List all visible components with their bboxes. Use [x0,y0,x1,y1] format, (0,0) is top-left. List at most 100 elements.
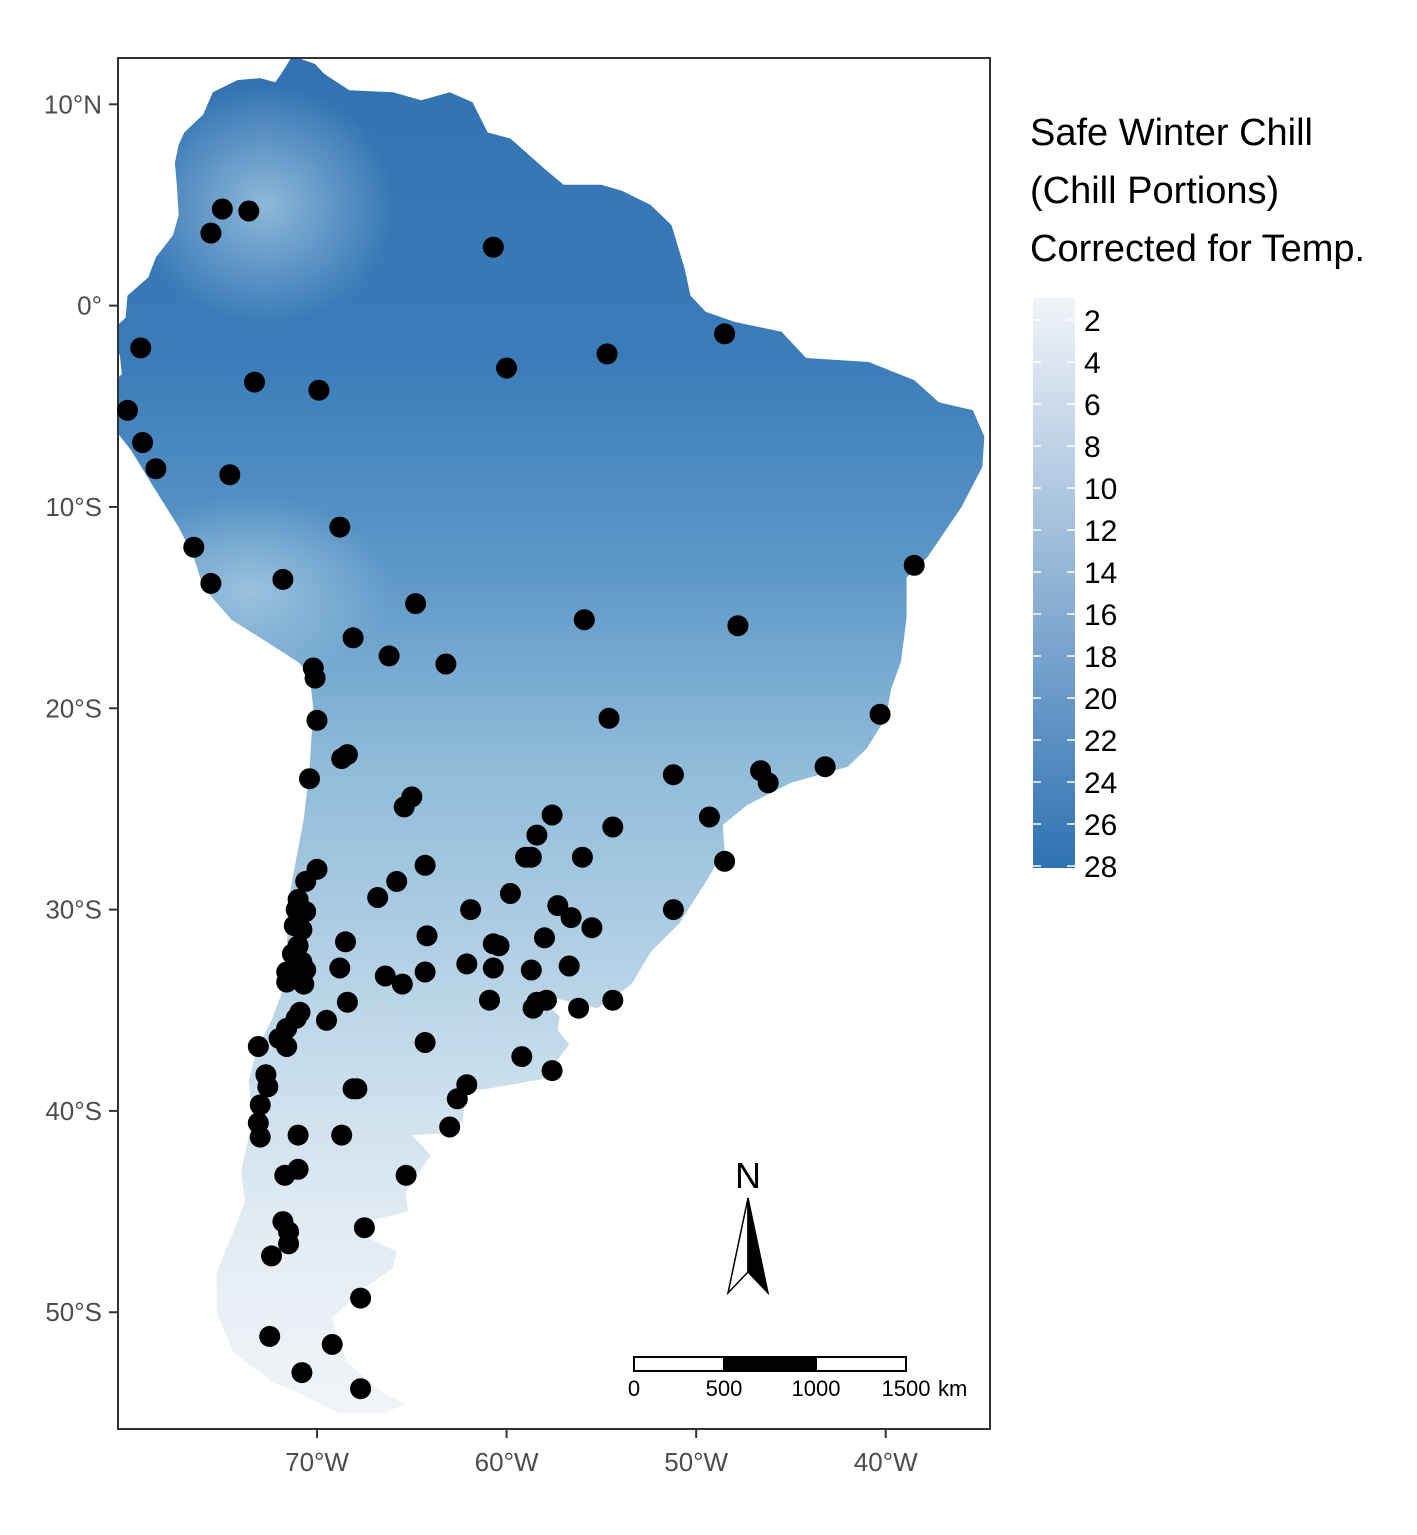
legend-tick-label-14: 14 [1084,557,1117,590]
site-point-16 [183,536,205,558]
scale-unit: km [938,1376,967,1401]
site-point-75 [558,955,580,977]
site-point-108 [249,1094,271,1116]
site-point-120 [278,1233,300,1255]
site-point-115 [274,1164,296,1186]
site-point-101 [541,1060,563,1082]
site-point-73 [482,957,504,979]
site-point-18 [272,568,294,590]
site-point-61 [581,917,603,939]
site-point-83 [293,973,315,995]
site-point-64 [416,925,438,947]
site-point-116 [395,1164,417,1186]
scale-label-500: 500 [706,1376,743,1401]
site-point-122 [350,1287,372,1309]
y-tick-label-3: 20°S [45,693,102,723]
site-point-100 [511,1046,533,1068]
scale-bar-seg-1 [633,1356,725,1372]
site-point-40 [541,804,563,826]
site-point-50 [295,870,317,892]
site-point-47 [714,850,736,872]
site-point-25 [435,653,457,675]
legend-gradient-bar [1033,298,1075,868]
legend-tick-label-18: 18 [1084,641,1117,674]
north-arrow-left-half [726,1197,749,1296]
site-point-80 [374,965,396,987]
site-point-9 [244,371,265,393]
site-point-107 [446,1088,468,1110]
legend-title-line-2: (Chill Portions) [1030,170,1280,212]
site-point-13 [145,458,167,480]
site-point-97 [276,1036,298,1057]
site-point-1 [211,198,233,220]
y-tick-label-2: 10°S [45,492,102,522]
north-arrow-label: N [735,1155,761,1196]
site-point-56 [547,895,569,917]
panel-border [117,57,991,1430]
legend-title-line-3: Corrected for Temp. [1030,228,1366,270]
site-point-121 [261,1245,282,1267]
site-point-112 [287,1124,309,1146]
site-point-6 [596,343,618,365]
site-point-27 [304,667,326,689]
site-point-46 [571,846,593,868]
y-tick-label-4: 30°S [45,895,102,925]
south-america-landmass [118,58,985,1413]
site-point-105 [346,1078,368,1100]
site-point-65 [534,927,555,949]
colombia-low-chill-area [135,85,395,325]
site-point-15 [329,516,351,538]
site-point-39 [393,796,415,818]
site-point-126 [350,1378,372,1400]
north-arrow: N [726,1155,770,1296]
site-point-74 [520,959,542,981]
site-point-89 [522,997,544,1019]
site-point-22 [727,615,749,637]
site-point-8 [496,357,518,379]
site-point-3 [200,222,222,244]
legend-tick-label-8: 8 [1084,431,1101,464]
legend-tick-label-20: 20 [1084,683,1117,716]
site-point-124 [321,1333,343,1355]
site-point-90 [568,997,590,1019]
site-point-2 [238,200,260,222]
legend-tick-label-16: 16 [1084,599,1117,632]
site-point-111 [249,1126,271,1148]
north-arrow-right-half [747,1197,770,1296]
site-point-59 [285,899,307,921]
site-point-7 [130,337,152,359]
site-point-10 [308,379,330,401]
site-point-57 [662,899,684,921]
legend-tick-label-22: 22 [1084,725,1117,758]
site-point-21 [573,609,595,631]
site-point-109 [439,1116,461,1138]
site-point-63 [291,919,313,941]
site-point-52 [499,883,521,904]
site-point-11 [117,399,138,421]
map-panel [117,57,991,1430]
legend-tick-label-10: 10 [1084,473,1117,506]
scale-bar-seg-2 [723,1356,817,1372]
x-tick-label-1: 60°W [475,1447,539,1477]
scale-bar-seg-3 [815,1356,907,1372]
site-point-66 [335,931,356,953]
y-axis: 10°N 0° 10°S 20°S 30°S 40°S 50°S [44,89,118,1327]
site-point-72 [456,953,478,975]
site-point-79 [414,961,436,983]
site-point-20 [405,593,427,615]
site-point-48 [414,854,436,876]
site-point-14 [219,464,241,486]
site-point-17 [200,572,222,594]
x-tick-label-0: 70°W [285,1447,349,1477]
y-tick-label-5: 40°S [45,1096,102,1126]
site-point-30 [306,709,328,731]
site-point-68 [488,935,510,957]
site-points [117,198,925,1400]
site-point-60 [560,907,582,929]
site-point-42 [698,806,720,828]
scale-label-0: 0 [628,1376,640,1401]
site-point-113 [331,1124,353,1146]
site-point-29 [869,703,891,725]
